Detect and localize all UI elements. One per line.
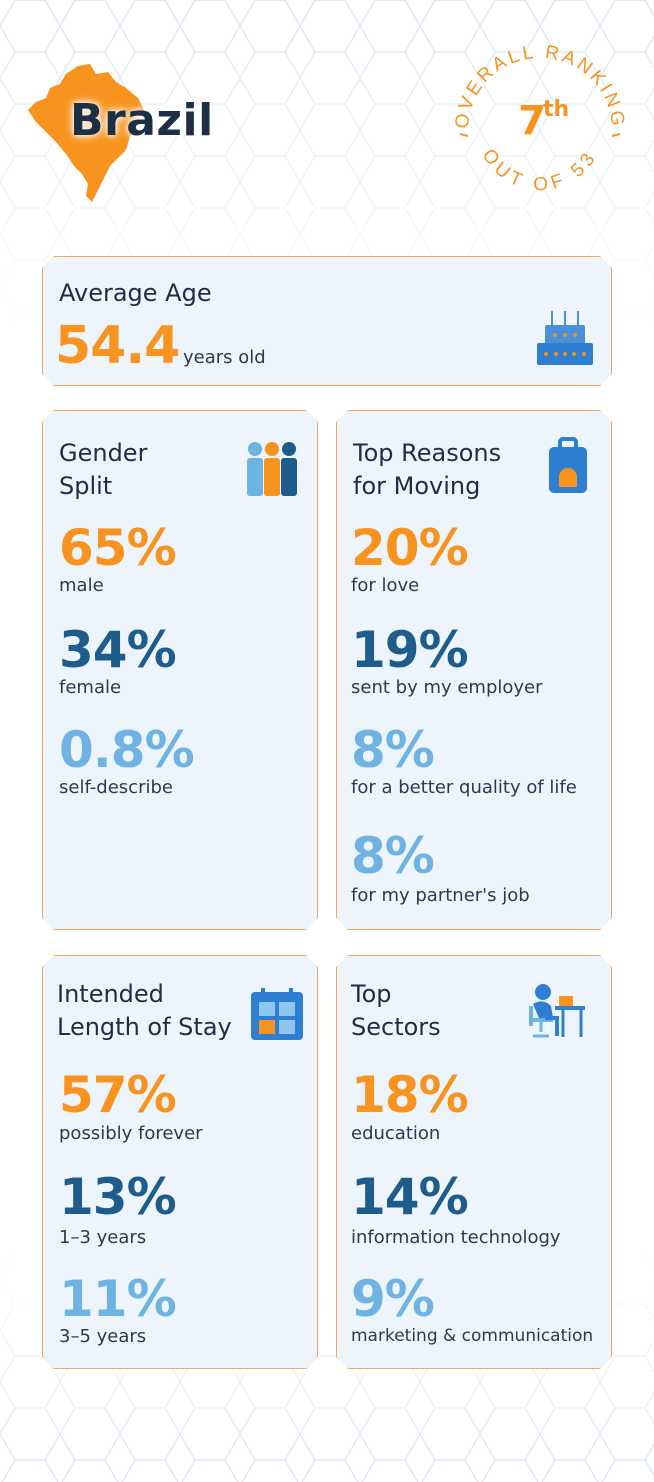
ranking-suffix: th xyxy=(543,97,569,122)
overall-ranking-badge: OVERALL RANKING OUT OF 53 7 th xyxy=(440,30,640,230)
gender-self-describe-value: 0.8% xyxy=(59,721,194,779)
sector-1-value: 18% xyxy=(351,1066,468,1124)
calendar-icon xyxy=(251,988,303,1040)
reason-4-value: 8% xyxy=(351,827,434,885)
average-age-value: 54.4 xyxy=(55,316,180,376)
gender-male-label: male xyxy=(59,575,104,596)
length-of-stay-title: Intended Length of Stay xyxy=(57,980,232,1041)
people-icon xyxy=(243,441,301,497)
stay-2-label: 1–3 years xyxy=(59,1227,147,1248)
stay-1-label: possibly forever xyxy=(59,1123,203,1144)
gender-female-value: 34% xyxy=(59,621,176,679)
gender-split-card: Gender Split 65% male 34% female 0.8% se… xyxy=(42,410,318,930)
reason-3-value: 8% xyxy=(351,721,434,779)
brazil-map-icon xyxy=(28,64,144,202)
stay-1-value: 57% xyxy=(59,1066,176,1124)
svg-text:OUT OF 53: OUT OF 53 xyxy=(478,145,602,195)
average-age-card: Average Age 54.4 years old xyxy=(42,256,612,386)
average-age-title: Average Age xyxy=(59,279,212,307)
stay-3-value: 11% xyxy=(59,1270,176,1328)
gender-male-value: 65% xyxy=(59,519,176,577)
reason-1-label: for love xyxy=(351,575,420,596)
country-name: Brazil xyxy=(70,95,214,146)
average-age-unit: years old xyxy=(183,347,266,368)
reasons-title: Top Reasons for Moving xyxy=(353,439,502,500)
ranking-out-of: OUT OF 53 xyxy=(478,145,597,195)
reason-4-label: for my partner's job xyxy=(351,885,530,906)
sector-3-label: marketing & communication xyxy=(351,1326,594,1346)
sectors-card: Top Sectors 18% education 14% informatio… xyxy=(336,955,612,1369)
reason-3-label: for a better quality of life xyxy=(351,777,577,798)
sectors-title: Top Sectors xyxy=(351,980,441,1041)
gender-split-title: Gender Split xyxy=(59,439,148,500)
birthday-cake-icon xyxy=(537,309,593,367)
reason-2-label: sent by my employer xyxy=(351,677,543,698)
stay-2-value: 13% xyxy=(59,1168,176,1226)
suitcase-icon xyxy=(547,437,589,495)
reason-2-value: 19% xyxy=(351,621,468,679)
sector-2-label: information technology xyxy=(351,1227,561,1248)
reasons-card: Top Reasons for Moving 20% for love 19% … xyxy=(336,410,612,930)
gender-self-describe-label: self-describe xyxy=(59,777,173,798)
gender-female-label: female xyxy=(59,677,122,698)
ranking-number: 7 xyxy=(518,98,546,144)
length-of-stay-card: Intended Length of Stay 57% possibly for… xyxy=(42,955,318,1369)
person-at-desk-icon xyxy=(527,982,587,1038)
sector-1-label: education xyxy=(351,1123,441,1144)
sector-2-value: 14% xyxy=(351,1168,468,1226)
sector-3-value: 9% xyxy=(351,1270,434,1328)
reason-1-value: 20% xyxy=(351,519,468,577)
stay-3-label: 3–5 years xyxy=(59,1326,147,1347)
